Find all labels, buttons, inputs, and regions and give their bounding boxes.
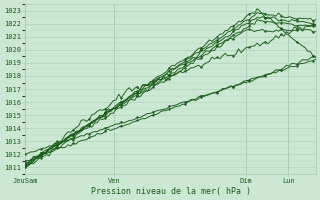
X-axis label: Pression niveau de la mer( hPa ): Pression niveau de la mer( hPa ) [91, 187, 251, 196]
